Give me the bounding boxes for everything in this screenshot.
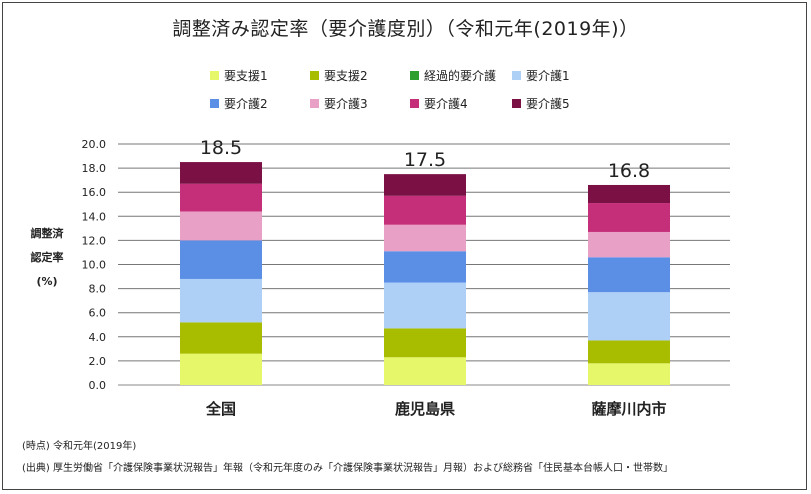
legend-item: 要支援2 <box>310 67 368 84</box>
bar-total-label: 16.8 <box>608 160 650 182</box>
bar-segment <box>384 174 466 196</box>
y-tick-label: 14.0 <box>82 210 107 223</box>
bar-segment <box>384 224 466 252</box>
legend-swatch <box>410 71 419 80</box>
chart-title: 調整済み認定率（要介護度別）（令和元年(2019年)） <box>172 18 639 40</box>
legend-swatch <box>310 99 319 108</box>
legend-label: 要介護5 <box>526 97 570 111</box>
bar-segment <box>180 162 262 184</box>
y-axis-title-line-2: 認定率 <box>30 251 64 264</box>
y-axis-title-line-3: (%) <box>36 275 58 288</box>
bar-segment <box>384 357 466 385</box>
bar-segment <box>384 282 466 329</box>
legend-item: 要支援1 <box>210 67 268 84</box>
bar-total-label: 18.5 <box>200 137 242 159</box>
y-tick-label: 20.0 <box>82 138 107 151</box>
legend-label: 要支援2 <box>324 69 368 83</box>
legend-label: 要介護4 <box>424 97 468 111</box>
legend-label: 要介護2 <box>224 97 268 111</box>
bar-segment <box>180 211 262 241</box>
legend-item: 要介護5 <box>512 95 570 112</box>
bar-segment <box>180 240 262 279</box>
bar-total-label: 17.5 <box>404 149 446 171</box>
bar-segment <box>384 328 466 358</box>
legend-label: 要介護3 <box>324 97 368 111</box>
legend-item: 要介護4 <box>410 95 468 112</box>
legend-swatch <box>210 99 219 108</box>
bar-segment <box>180 183 262 212</box>
legend-label: 要支援1 <box>224 69 268 83</box>
y-tick-label: 12.0 <box>82 234 107 247</box>
bar-segment <box>180 278 262 323</box>
bar-segment <box>588 363 670 385</box>
bar-segment <box>180 322 262 354</box>
legend-swatch <box>210 71 219 80</box>
y-axis-title: 調整済 認定率 (%) <box>20 222 74 294</box>
y-tick-label: 16.0 <box>82 186 107 199</box>
legend-item: 要介護2 <box>210 95 268 112</box>
y-tick-label: 2.0 <box>89 355 107 368</box>
bar-segment <box>588 184 670 204</box>
legend-item: 要介護3 <box>310 95 368 112</box>
y-tick-label: 0.0 <box>89 379 107 392</box>
legend-swatch <box>512 71 521 80</box>
y-tick-label: 18.0 <box>82 162 107 175</box>
bar-segment <box>588 340 670 364</box>
legend-label: 経過的要介護 <box>424 69 497 83</box>
bar-segment <box>384 195 466 225</box>
y-tick-label: 4.0 <box>89 331 107 344</box>
legend-swatch <box>310 71 319 80</box>
legend-swatch <box>410 99 419 108</box>
y-tick-label: 6.0 <box>89 307 107 320</box>
bar-segment <box>588 292 670 341</box>
legend-item: 要介護1 <box>512 67 570 84</box>
y-tick-label: 10.0 <box>82 259 107 272</box>
y-axis-title-line-1: 調整済 <box>30 227 64 240</box>
x-category-label: 鹿児島県 <box>395 400 455 418</box>
legend-label: 要介護1 <box>526 69 570 83</box>
bar-segment <box>588 257 670 293</box>
x-category-label: 薩摩川内市 <box>591 400 666 418</box>
bar-segment <box>180 353 262 385</box>
bar-segment <box>588 231 670 258</box>
legend-swatch <box>512 99 521 108</box>
source-note: (出典) 厚生労働省「介護保険事業状況報告」年報（令和元年度のみ「介護保険事業状… <box>22 463 673 474</box>
y-tick-label: 8.0 <box>89 283 107 296</box>
x-category-label: 全国 <box>205 400 236 418</box>
bar-segment <box>384 251 466 283</box>
time-point-note: (時点) 令和元年(2019年) <box>22 441 137 452</box>
legend-item: 経過的要介護 <box>410 67 496 84</box>
bar-segment <box>588 203 670 232</box>
